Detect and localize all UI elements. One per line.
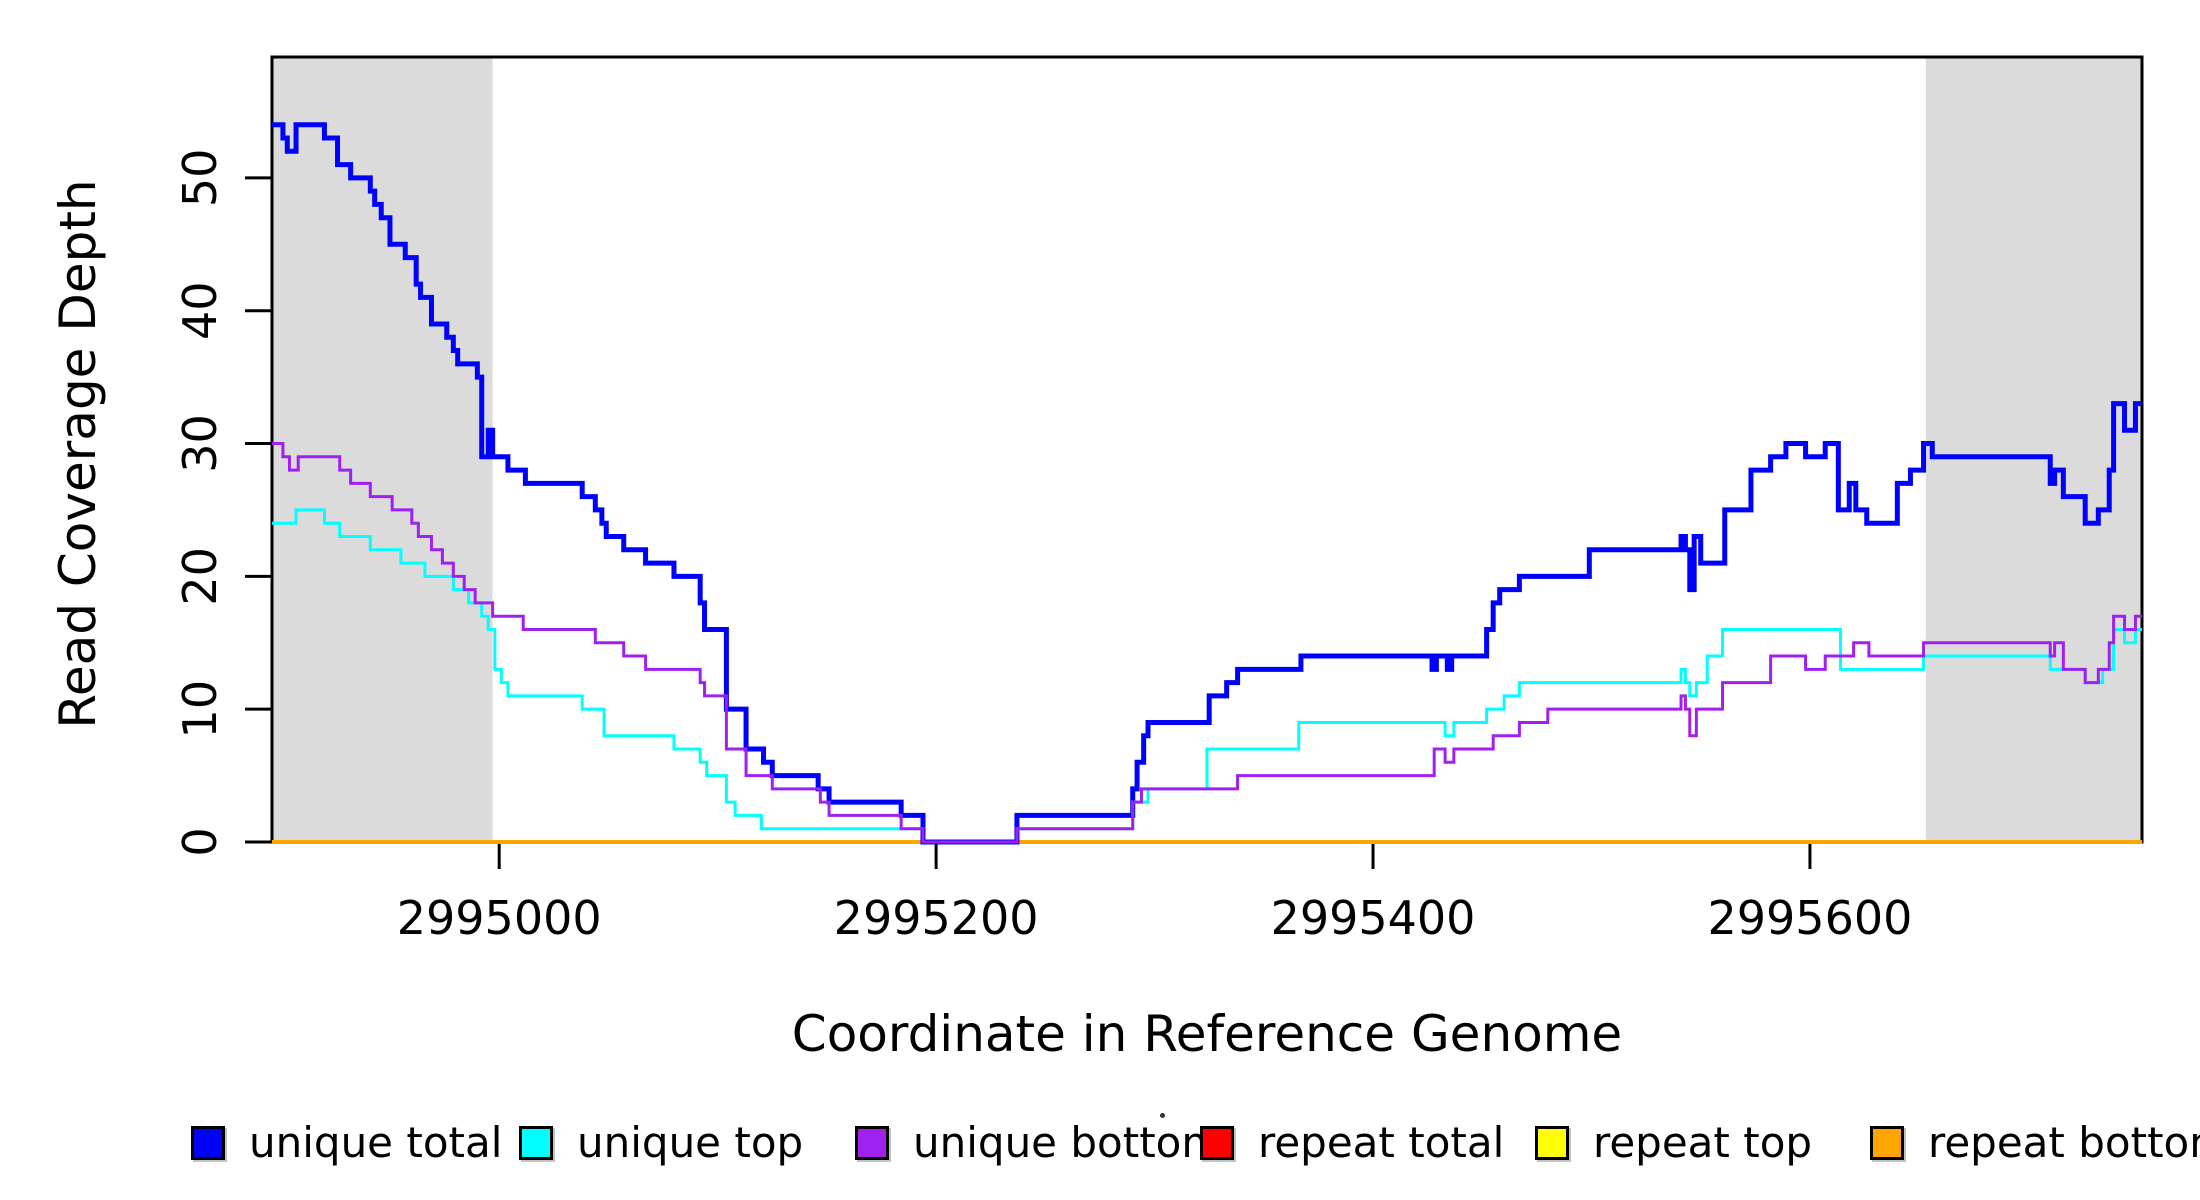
x-axis-title: Coordinate in Reference Genome [791,1005,1623,1063]
stray-dot [1160,1113,1165,1118]
y-tick-label: 20 [173,547,227,606]
legend-item-unique-top: unique top [519,1118,803,1167]
legend-swatch-unique-top [519,1125,553,1160]
shaded-region-2 [1925,57,2142,842]
legend-item-unique-bottom: unique bottom [855,1118,1222,1167]
y-tick-label: 50 [173,149,227,208]
legend-swatch-repeat-bottom [1870,1125,1904,1160]
x-tick-label: 2995400 [1271,891,1476,945]
legend-label: unique bottom [913,1118,1223,1167]
x-tick-label: 2995600 [1708,891,1913,945]
y-tick-label: 30 [173,414,227,473]
x-tick-label: 2995000 [397,891,602,945]
legend-item-repeat-total: repeat total [1200,1118,1504,1167]
series-unique-bottom [272,442,2142,844]
legend-swatch-repeat-top [1535,1125,1569,1160]
shaded-region-1 [272,57,493,842]
legend-label: unique total [249,1118,503,1167]
x-tick-label: 2995200 [834,891,1039,945]
legend-item-unique-total: unique total [191,1118,502,1167]
y-tick-label: 0 [173,827,227,856]
legend-swatch-unique-total [191,1125,225,1160]
legend-swatch-repeat-total [1200,1125,1234,1160]
series-unique-top [272,508,2142,844]
legend-label: repeat bottom [1928,1118,2200,1167]
legend-item-repeat-bottom: repeat bottom [1870,1118,2200,1167]
legend-swatch-unique-bottom [855,1125,889,1160]
legend-label: repeat total [1258,1118,1505,1167]
y-tick-label: 10 [173,680,227,739]
y-axis-title: Read Coverage Depth [49,179,107,729]
series-unique-total [272,122,2142,845]
legend-item-repeat-top: repeat top [1535,1118,1812,1167]
y-tick-label: 40 [173,281,227,340]
legend-label: repeat top [1593,1118,1813,1167]
legend-label: unique top [577,1118,804,1167]
